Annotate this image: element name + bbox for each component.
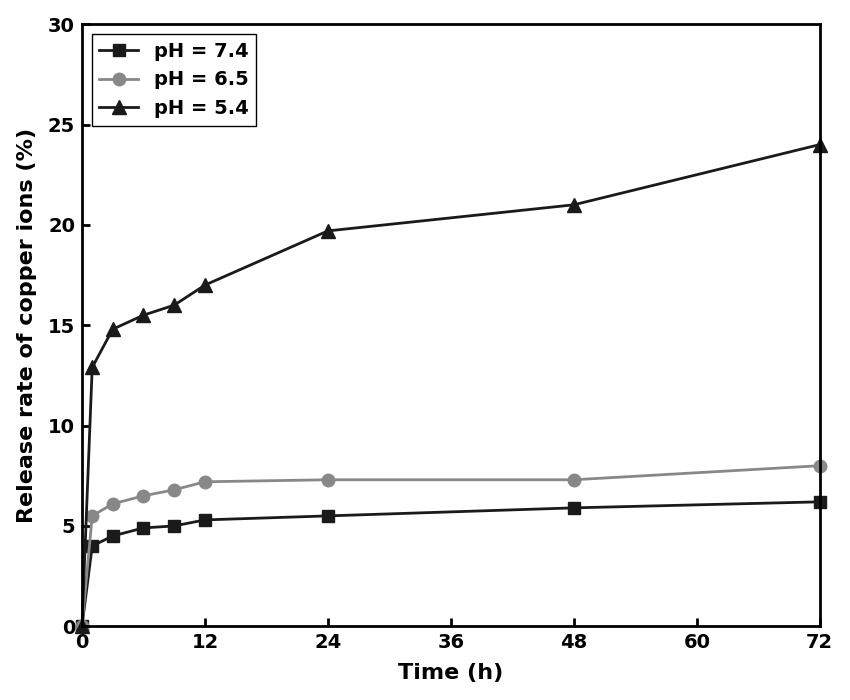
pH = 5.4 — [569, 201, 579, 209]
pH = 7.4 — [814, 498, 824, 506]
pH = 5.4 — [76, 622, 87, 631]
pH = 6.5 — [108, 500, 118, 508]
pH = 5.4 — [323, 227, 333, 235]
pH = 6.5 — [76, 622, 87, 631]
pH = 7.4 — [139, 524, 149, 532]
pH = 6.5 — [169, 486, 179, 494]
pH = 5.4 — [87, 363, 97, 372]
pH = 7.4 — [87, 542, 97, 550]
pH = 7.4 — [169, 522, 179, 530]
pH = 6.5 — [87, 512, 97, 520]
pH = 7.4 — [569, 504, 579, 512]
X-axis label: Time (h): Time (h) — [399, 664, 503, 683]
pH = 5.4 — [108, 325, 118, 333]
pH = 5.4 — [814, 141, 824, 149]
pH = 6.5 — [200, 477, 210, 486]
pH = 7.4 — [108, 532, 118, 540]
pH = 6.5 — [814, 461, 824, 470]
pH = 6.5 — [323, 475, 333, 484]
Line: pH = 5.4: pH = 5.4 — [75, 138, 827, 634]
pH = 7.4 — [323, 512, 333, 520]
pH = 5.4 — [169, 301, 179, 309]
pH = 7.4 — [200, 516, 210, 524]
pH = 5.4 — [139, 311, 149, 319]
Y-axis label: Release rate of copper ions (%): Release rate of copper ions (%) — [17, 127, 37, 523]
Line: pH = 6.5: pH = 6.5 — [76, 459, 826, 633]
pH = 5.4 — [200, 281, 210, 289]
pH = 6.5 — [569, 475, 579, 484]
Line: pH = 7.4: pH = 7.4 — [76, 496, 826, 633]
Legend: pH = 7.4, pH = 6.5, pH = 5.4: pH = 7.4, pH = 6.5, pH = 5.4 — [92, 34, 257, 126]
pH = 6.5 — [139, 491, 149, 500]
pH = 7.4 — [76, 622, 87, 631]
